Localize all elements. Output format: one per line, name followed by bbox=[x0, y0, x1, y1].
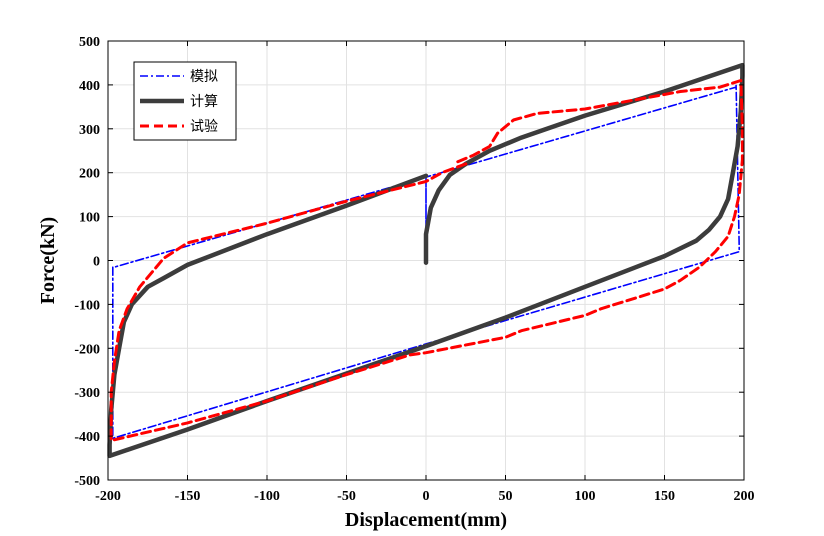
y-tick-label: 300 bbox=[79, 123, 100, 138]
y-tick-label: -500 bbox=[74, 474, 100, 489]
x-tick-label: -50 bbox=[337, 489, 356, 504]
legend: 模拟 计算 试验 bbox=[133, 61, 237, 141]
y-tick-label: 0 bbox=[93, 255, 100, 270]
series-calculation bbox=[107, 62, 745, 459]
series-layer bbox=[107, 62, 745, 459]
x-tick-label: 200 bbox=[734, 489, 755, 504]
y-tick-label: -400 bbox=[74, 430, 100, 445]
y-tick-label: -300 bbox=[74, 386, 100, 401]
x-tick-label: 0 bbox=[423, 489, 430, 504]
x-tick-label: 100 bbox=[575, 489, 596, 504]
x-tick-label: -150 bbox=[175, 489, 201, 504]
series-test bbox=[109, 79, 744, 442]
y-tick-label: 500 bbox=[79, 35, 100, 50]
x-tick-label: 150 bbox=[654, 489, 675, 504]
legend-label-test: 试验 bbox=[190, 119, 218, 135]
y-tick-label: 200 bbox=[79, 167, 100, 182]
legend-label-simulation: 模拟 bbox=[190, 69, 218, 85]
series-simulation bbox=[112, 84, 741, 440]
y-tick-label: -200 bbox=[74, 342, 100, 357]
y-tick-label: 100 bbox=[79, 211, 100, 226]
x-axis-label: Displacement(mm) bbox=[345, 509, 507, 531]
y-axis-ticks: -500 -400 -300 -200 -100 0 100 200 300 400 500 bbox=[74, 35, 744, 489]
x-tick-label: -200 bbox=[95, 489, 121, 504]
legend-label-calculation: 计算 bbox=[190, 94, 218, 110]
x-axis-ticks: -200 -150 -100 -50 0 50 100 150 200 bbox=[95, 41, 755, 504]
y-axis-label: Force(kN) bbox=[37, 217, 59, 304]
y-tick-label: -100 bbox=[74, 298, 100, 313]
y-tick-label: 400 bbox=[79, 79, 100, 94]
x-tick-label: 50 bbox=[499, 489, 513, 504]
x-tick-label: -100 bbox=[254, 489, 280, 504]
